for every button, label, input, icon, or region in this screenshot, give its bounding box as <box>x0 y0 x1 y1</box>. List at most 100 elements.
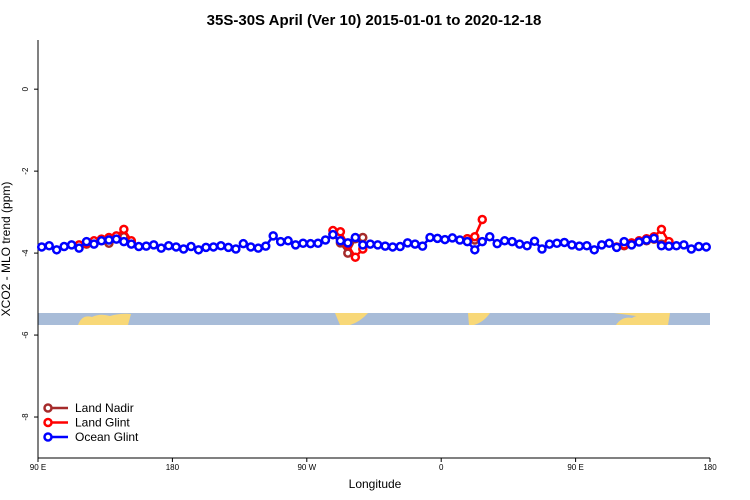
point <box>320 235 331 245</box>
point <box>574 241 585 251</box>
legend-marker <box>43 403 53 413</box>
point <box>231 244 241 254</box>
land-patch <box>614 313 670 325</box>
point <box>358 240 368 250</box>
point <box>89 239 99 249</box>
point <box>686 244 697 254</box>
point <box>335 227 346 237</box>
y-tick-label: -8 <box>21 413 30 421</box>
point <box>193 245 204 255</box>
point <box>253 243 264 253</box>
legend-label: Land Nadir <box>75 401 134 415</box>
legend-marker <box>43 432 53 442</box>
x-axis-label: Longitude <box>349 477 402 491</box>
point <box>358 232 368 243</box>
point <box>268 231 278 241</box>
point <box>96 236 107 246</box>
point <box>634 237 644 247</box>
point <box>559 237 570 248</box>
point <box>141 241 152 251</box>
chart-title: 35S-30S April (Ver 10) 2015-01-01 to 202… <box>207 12 542 29</box>
point <box>455 235 465 245</box>
x-tick-label: 90 W <box>297 463 316 472</box>
point <box>694 241 704 252</box>
point <box>604 238 614 249</box>
point <box>649 233 659 244</box>
point <box>275 236 286 247</box>
point <box>537 244 547 254</box>
point <box>74 243 84 253</box>
point <box>104 235 114 245</box>
point <box>380 241 390 251</box>
point <box>425 232 435 243</box>
point <box>59 241 69 252</box>
point <box>238 238 249 249</box>
point <box>216 240 226 251</box>
point <box>514 239 525 249</box>
point <box>313 238 323 249</box>
point <box>447 233 458 243</box>
point <box>335 236 346 246</box>
point <box>589 245 600 255</box>
point <box>440 234 450 245</box>
point <box>499 236 510 246</box>
point <box>477 214 488 225</box>
legend-marker <box>43 417 53 428</box>
point <box>701 242 712 252</box>
ocean-strip <box>38 313 710 325</box>
point <box>171 242 181 252</box>
point <box>365 239 376 249</box>
point <box>126 239 137 249</box>
point <box>246 242 256 252</box>
point <box>671 240 682 251</box>
point <box>470 231 480 242</box>
point <box>410 239 420 249</box>
point <box>156 243 166 253</box>
point <box>417 241 428 251</box>
point <box>372 240 383 250</box>
point <box>134 241 144 252</box>
point <box>552 238 562 249</box>
point <box>350 232 361 243</box>
point <box>507 236 517 247</box>
point <box>66 240 77 250</box>
point <box>298 238 308 249</box>
x-tick-label: 90 E <box>567 463 583 472</box>
point <box>305 238 316 249</box>
point <box>664 241 674 251</box>
x-tick-label: 0 <box>439 463 444 472</box>
legend-label: Land Glint <box>75 416 130 430</box>
point <box>582 240 592 251</box>
point <box>679 240 689 250</box>
point <box>36 242 47 252</box>
point <box>432 233 443 244</box>
point <box>626 240 637 250</box>
x-tick-label: 180 <box>703 463 717 472</box>
point <box>611 242 622 253</box>
point <box>656 240 667 251</box>
series-line <box>78 218 671 260</box>
land-patch <box>78 313 131 325</box>
point <box>350 252 361 262</box>
point <box>387 242 398 252</box>
point <box>402 238 413 248</box>
point <box>567 240 577 250</box>
land-patch <box>335 313 368 325</box>
point <box>470 245 480 255</box>
point <box>328 229 338 240</box>
point <box>163 240 174 251</box>
y-tick-label: -2 <box>21 167 30 175</box>
land-ocean-strip <box>38 313 710 325</box>
point <box>484 231 495 242</box>
point <box>492 238 502 249</box>
y-tick-label: 0 <box>21 86 30 91</box>
y-tick-label: -6 <box>21 331 30 339</box>
point <box>186 241 196 252</box>
point <box>641 235 652 245</box>
point <box>81 236 92 247</box>
point <box>596 240 607 250</box>
point <box>178 244 189 254</box>
point <box>619 236 629 247</box>
point <box>111 234 122 244</box>
